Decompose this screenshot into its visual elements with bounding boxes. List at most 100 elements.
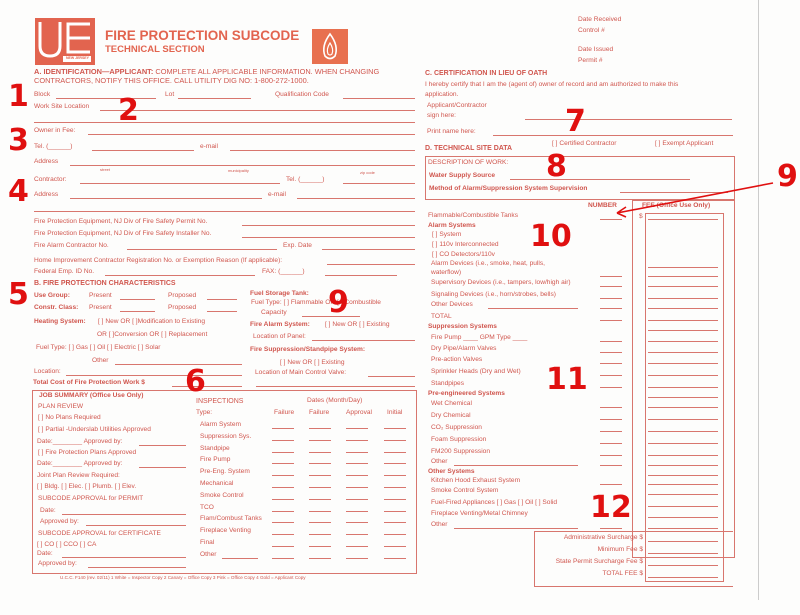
inspection-date-field[interactable] — [346, 534, 368, 536]
fee-field[interactable] — [648, 431, 718, 432]
total-cost-field[interactable] — [172, 386, 242, 387]
capacity-field[interactable] — [302, 316, 360, 317]
fee-field[interactable] — [648, 407, 718, 408]
fee-field[interactable] — [648, 484, 718, 485]
number-field[interactable] — [600, 431, 622, 432]
number-field[interactable] — [600, 484, 622, 485]
heating-system-options[interactable]: [ ] New OR [ ]Modification to Existing — [98, 318, 206, 325]
inspection-date-field[interactable] — [272, 498, 294, 500]
inspection-date-field[interactable] — [272, 522, 294, 524]
certificate-options[interactable]: [ ] CO [ ] CCO [ ] CA — [37, 541, 97, 548]
owner-field[interactable] — [88, 134, 415, 135]
inspection-date-field[interactable] — [384, 522, 406, 524]
fee-field[interactable] — [648, 443, 718, 444]
number-field[interactable] — [600, 465, 622, 466]
inspection-date-field[interactable] — [309, 522, 331, 524]
fee-field[interactable] — [648, 267, 718, 268]
heating-other-field[interactable] — [115, 364, 242, 365]
fee-field[interactable] — [648, 387, 718, 388]
fee-field[interactable] — [648, 419, 718, 420]
fee-field[interactable] — [648, 276, 718, 277]
inspection-date-field[interactable] — [384, 498, 406, 500]
inspection-date-field[interactable] — [272, 546, 294, 547]
inspection-date-field[interactable] — [309, 451, 331, 453]
tank-fuel-type[interactable]: Fuel Type: [ ] Flammable OR [ ] Combusti… — [251, 299, 381, 306]
work-site-location-field[interactable] — [100, 110, 415, 111]
inspection-date-field[interactable] — [272, 487, 294, 488]
fee-field[interactable] — [648, 375, 718, 376]
fee-field[interactable] — [648, 465, 718, 466]
inspection-date-field[interactable] — [309, 498, 331, 500]
inspection-date-field[interactable] — [346, 557, 368, 559]
inspection-date-field[interactable] — [346, 546, 368, 547]
inspection-date-field[interactable] — [272, 534, 294, 536]
heating-fuel-type[interactable]: Fuel Type: [ ] Gas [ ] Oil [ ] Electric … — [36, 344, 161, 351]
inspection-date-field[interactable] — [346, 522, 368, 524]
fire-safety-installer-field[interactable] — [242, 237, 415, 238]
contractor-field[interactable] — [80, 183, 280, 184]
number-field[interactable] — [600, 528, 622, 529]
fee-summary-field[interactable] — [648, 553, 718, 554]
number-field[interactable] — [600, 298, 622, 299]
block-field[interactable] — [56, 98, 156, 99]
number-field[interactable] — [600, 363, 622, 364]
fee-summary-field[interactable] — [648, 565, 718, 566]
fire-protection-plans-checkbox[interactable]: [ ] Fire Protection Plans Approved — [38, 449, 137, 456]
inspection-date-field[interactable] — [272, 428, 294, 429]
main-control-valve-field[interactable] — [368, 376, 415, 377]
inspection-date-field[interactable] — [346, 451, 368, 453]
lot-field[interactable] — [178, 98, 251, 99]
fee-field[interactable] — [648, 330, 718, 331]
inspection-date-field[interactable] — [272, 510, 294, 512]
number-field[interactable] — [600, 320, 622, 321]
number-field[interactable] — [600, 407, 622, 408]
no-plans-checkbox[interactable]: [ ] No Plans Required — [38, 414, 101, 421]
inspection-date-field[interactable] — [346, 439, 368, 441]
inspection-date-field[interactable] — [346, 498, 368, 500]
inspection-date-field[interactable] — [272, 439, 294, 441]
inspection-date-field[interactable] — [384, 546, 406, 547]
other-preengineered-field[interactable] — [454, 465, 578, 466]
owner-tel-field[interactable] — [92, 150, 194, 151]
fee-field[interactable] — [648, 341, 718, 342]
exempt-applicant-checkbox[interactable]: [ ] Exempt Applicant — [655, 140, 714, 147]
owner-address-field[interactable] — [70, 165, 415, 166]
cert-approved-by-field[interactable] — [88, 567, 186, 568]
fee-field[interactable] — [648, 494, 718, 495]
inspection-date-field[interactable] — [384, 534, 406, 536]
inspection-date-field[interactable] — [346, 463, 368, 465]
contractor-address-field-2[interactable] — [34, 211, 415, 212]
plan-approved-by-field[interactable] — [139, 445, 186, 446]
number-field[interactable] — [600, 387, 622, 388]
number-field[interactable] — [600, 352, 622, 353]
inspection-date-field[interactable] — [272, 463, 294, 465]
contractor-email-field[interactable] — [297, 198, 415, 199]
inspection-date-field[interactable] — [384, 439, 406, 441]
inspection-date-field[interactable] — [346, 475, 368, 477]
permit-approved-by-field[interactable] — [86, 525, 186, 526]
fpp-approved-by-field[interactable] — [139, 467, 186, 468]
heating-system-options-2[interactable]: OR [ ]Conversion OR [ ] Replacement — [97, 331, 208, 338]
fee-summary-field[interactable] — [648, 541, 718, 542]
number-field[interactable] — [600, 443, 622, 444]
fire-alarm-system-options[interactable]: [ ] New OR [ ] Existing — [325, 321, 390, 328]
inspection-date-field[interactable] — [384, 487, 406, 488]
cert-date-field[interactable] — [62, 557, 186, 558]
fee-field[interactable] — [648, 397, 718, 398]
fee-field[interactable] — [648, 528, 718, 529]
inspection-date-field[interactable] — [309, 428, 331, 429]
constr-class-present-field[interactable] — [120, 311, 155, 312]
fee-field[interactable] — [648, 517, 718, 518]
fee-field[interactable] — [648, 455, 718, 456]
number-field[interactable] — [600, 276, 622, 277]
water-supply-field[interactable] — [510, 179, 690, 180]
fee-field[interactable] — [648, 352, 718, 353]
inspection-date-field[interactable] — [346, 428, 368, 429]
inspection-date-field[interactable] — [309, 546, 331, 547]
permit-date-field[interactable] — [62, 514, 186, 515]
inspection-date-field[interactable] — [309, 475, 331, 477]
inspection-date-field[interactable] — [384, 557, 406, 559]
constr-class-proposed-field[interactable] — [207, 311, 237, 312]
owner-email-field[interactable] — [230, 150, 415, 151]
inspection-date-field[interactable] — [272, 451, 294, 453]
